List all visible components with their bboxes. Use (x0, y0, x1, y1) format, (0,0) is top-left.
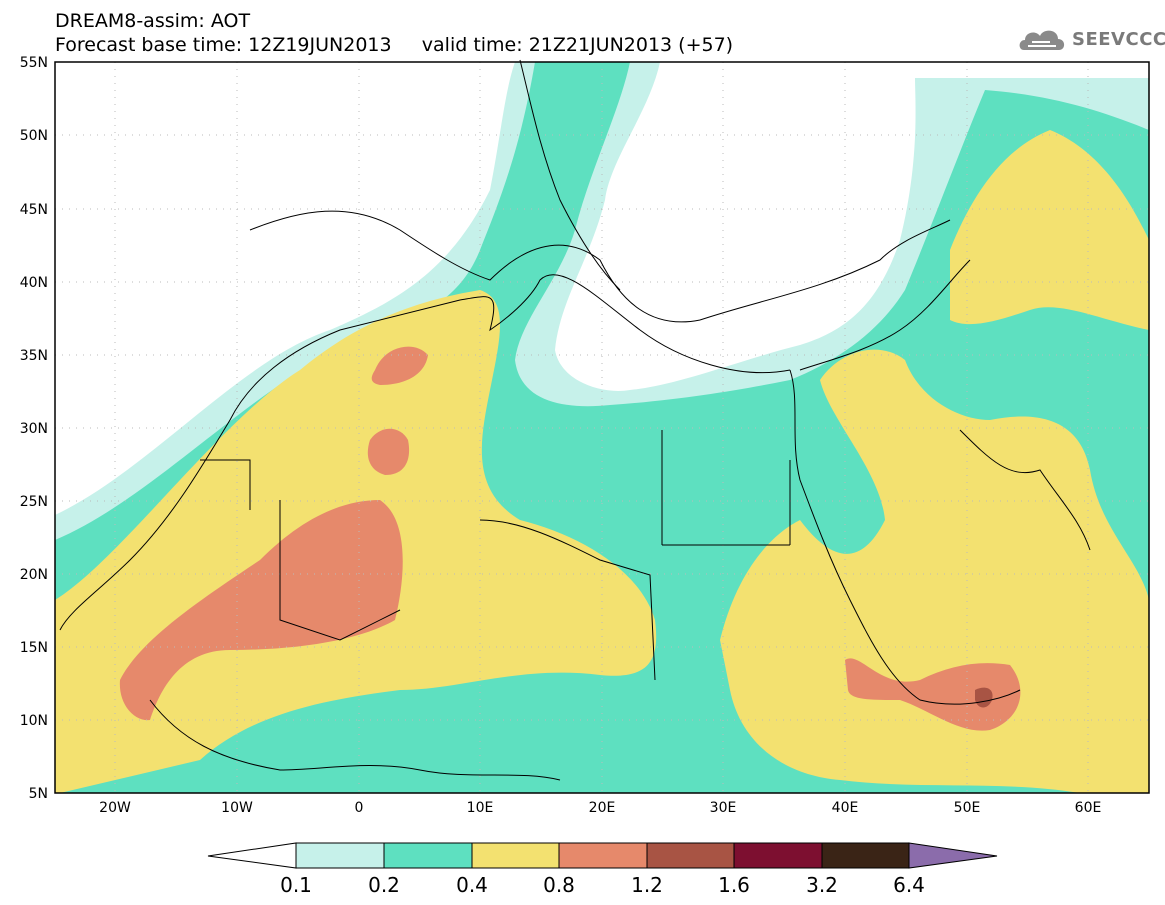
map-frame (54, 61, 1150, 794)
lat-tick-label: 45N (20, 202, 48, 218)
colorbar-label: 0.2 (368, 873, 400, 897)
colorbar-swatch (295, 842, 385, 869)
colorbar-swatch (558, 842, 648, 869)
plot-title: DREAM8-assim: AOT (55, 10, 251, 32)
lon-tick-label: 30E (710, 800, 737, 816)
lat-tick-label: 5N (29, 786, 48, 802)
lat-tick-label: 10N (20, 713, 48, 729)
colorbar-swatch (733, 842, 823, 869)
graticule (55, 62, 1149, 793)
colorbar-label: 0.8 (543, 873, 575, 897)
lon-axis: 20W 10W 0 10E 20E 30E 40E 50E 60E (99, 800, 1101, 816)
logo-text: SEEVCCC (1072, 29, 1165, 50)
colorbar-swatch (471, 842, 560, 869)
aot-band-0.8-north (371, 346, 428, 385)
lon-tick-label: 60E (1075, 800, 1102, 816)
aot-band-0.8-sahel (119, 500, 403, 721)
colorbar-label: 6.4 (893, 873, 925, 897)
lat-tick-label: 25N (20, 494, 48, 510)
colorbar-swatch (646, 842, 735, 869)
lat-tick-label: 15N (20, 640, 48, 656)
colorbar-label: 0.1 (280, 873, 312, 897)
colorbar-label: 1.2 (631, 873, 663, 897)
lon-tick-label: 20W (99, 800, 131, 816)
lat-tick-label: 30N (20, 421, 48, 437)
lon-tick-label: 10E (467, 800, 494, 816)
aot-band-0.4-east (720, 349, 1149, 793)
colorbar-swatch (383, 842, 473, 869)
lon-tick-label: 10W (221, 800, 253, 816)
lon-tick-label: 50E (954, 800, 981, 816)
lat-tick-label: 40N (20, 275, 48, 291)
lon-tick-label: 20E (589, 800, 616, 816)
aot-band-0.8-algeria (367, 428, 410, 475)
seevccc-logo: SEEVCCC (1016, 22, 1165, 56)
aot-band-0.4-north (950, 130, 1149, 330)
colorbar-label: 0.4 (456, 873, 488, 897)
lon-tick-label: 40E (832, 800, 859, 816)
lat-tick-label: 50N (20, 128, 48, 144)
colorbar-low-arrow (207, 842, 297, 869)
lon-tick-label: 0 (355, 800, 364, 816)
coastlines (59, 59, 1091, 781)
lat-tick-label: 55N (20, 55, 48, 71)
colorbar: 0.1 0.2 0.4 0.8 1.2 1.6 3.2 6.4 (207, 842, 998, 897)
lat-axis: 55N 50N 45N 40N 35N 30N 25N 20N 15N 10N … (20, 55, 48, 802)
cloud-logo-icon (1019, 30, 1065, 50)
lat-tick-label: 35N (20, 348, 48, 364)
aot-band-0.8-yemen (845, 658, 1021, 731)
lat-tick-label: 20N (20, 567, 48, 583)
colorbar-label: 1.6 (718, 873, 750, 897)
colorbar-swatch (821, 842, 910, 869)
forecast-time-subtitle: Forecast base time: 12Z19JUN2013 valid t… (55, 34, 734, 56)
colorbar-label: 3.2 (806, 873, 838, 897)
colorbar-high-arrow (908, 842, 998, 869)
